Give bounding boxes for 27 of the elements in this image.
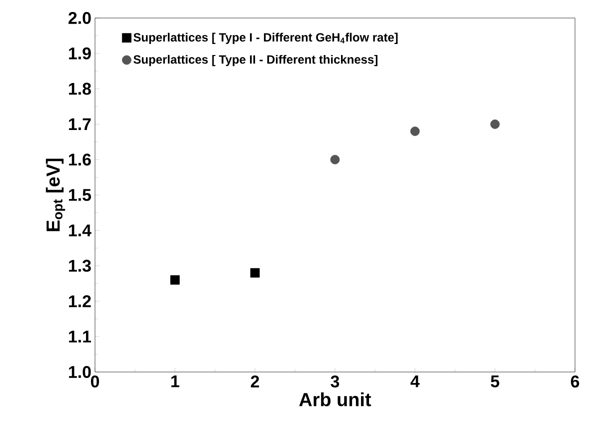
x-tick-label: 1: [171, 376, 180, 388]
legend-label: Superlattices [ Type I - Different GeH$_{4}$flow rate]: [134, 32, 398, 44]
point: [410, 126, 420, 136]
y-tick-label: 1.5: [69, 189, 92, 201]
y-tick-label: 1.2: [69, 295, 91, 308]
y-tick-label: 1.9: [69, 47, 91, 60]
x-tick-label: 3: [330, 376, 340, 388]
point: [170, 275, 180, 285]
x-tick-label: 5: [490, 376, 500, 388]
y-tick-label: 1.6: [69, 154, 91, 166]
y-tick-label: 1.1: [69, 330, 92, 342]
y-tick-label: 1.3: [69, 260, 91, 272]
y-axis-title: E$_{opt}$ [eV]: [46, 158, 66, 232]
y-tick-label: 1.7: [69, 118, 91, 130]
x-tick-label: 2: [250, 376, 260, 388]
y-tick-label: 1.8: [69, 82, 91, 95]
x-tick-label: 6: [570, 376, 580, 388]
y-tick-label: 2.0: [68, 12, 91, 24]
x-tick-label: 0: [90, 376, 100, 388]
point: [330, 154, 340, 164]
y-tick-label: 1.4: [69, 224, 92, 236]
y-tick-label: 1.0: [69, 366, 91, 378]
legend-label: Superlattices [ Type II - Different thickness]: [134, 54, 378, 66]
point: [250, 268, 260, 278]
point: [490, 119, 500, 129]
x-tick-label: 4: [410, 376, 420, 388]
x-axis-title: Arb unit: [299, 392, 372, 406]
